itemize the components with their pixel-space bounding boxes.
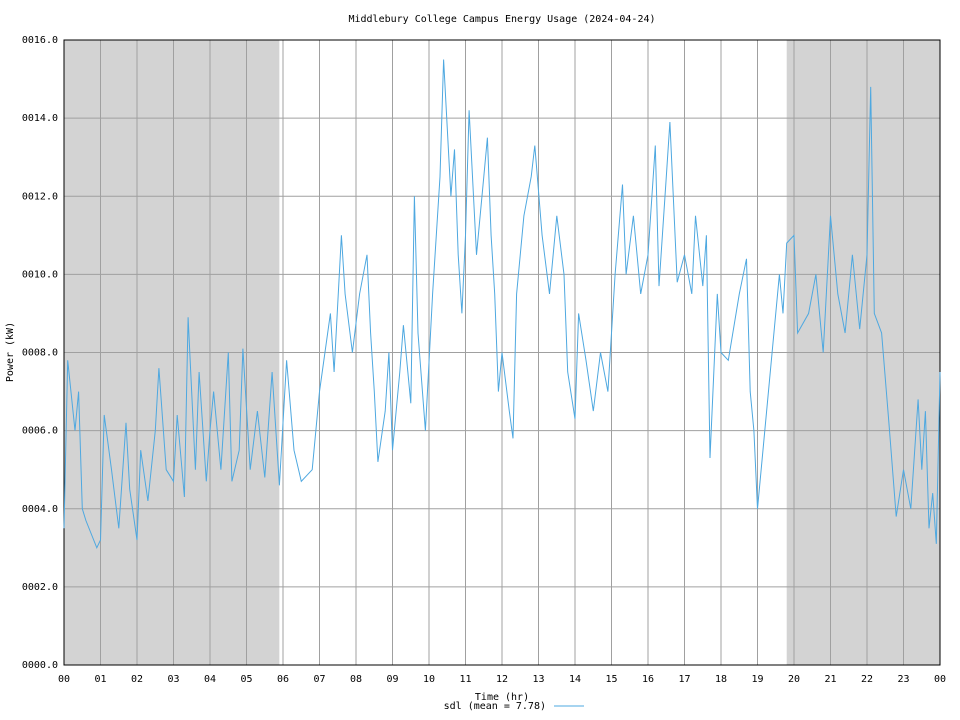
x-tick-label: 07 [313,674,325,685]
x-tick-label: 08 [350,674,362,685]
x-tick-label: 14 [569,674,581,685]
x-tick-label: 21 [824,674,836,685]
x-axis-label: Time (hr) [475,692,529,703]
x-tick-label: 00 [58,674,70,685]
x-tick-label: 17 [678,674,690,685]
x-tick-label: 22 [861,674,873,685]
y-tick-label: 0012.0 [22,191,58,202]
plot-border [63,39,941,666]
chart-title: Middlebury College Campus Energy Usage (… [348,14,655,25]
y-tick-label: 0010.0 [22,269,58,280]
x-tick-label: 10 [423,674,435,685]
x-tick-label: 09 [386,674,398,685]
x-tick-label: 05 [240,674,252,685]
y-tick-label: 0008.0 [22,348,58,359]
y-tick-label: 0006.0 [22,426,58,437]
x-tick-label: 11 [459,674,471,685]
x-tick-label: 16 [642,674,654,685]
y-tick-label: 0014.0 [22,113,58,124]
x-tick-label: 15 [605,674,617,685]
y-tick-label: 0004.0 [22,504,58,515]
x-tick-label: 18 [715,674,727,685]
x-tick-label: 12 [496,674,508,685]
x-tick-label: 01 [94,674,106,685]
x-tick-label: 20 [788,674,800,685]
y-axis-label: Power (kW) [5,322,16,382]
x-tick-label: 03 [167,674,179,685]
series-line [63,59,941,550]
y-tick-label: 0000.0 [22,660,58,671]
x-tick-label: 19 [751,674,763,685]
x-tick-label: 02 [131,674,143,685]
x-tick-label: 06 [277,674,289,685]
x-tick-label: 00 [934,674,946,685]
y-tick-label: 0002.0 [22,582,58,593]
y-tick-label: 0016.0 [22,35,58,46]
legend-label: sdl (mean = 7.78) [444,701,546,712]
x-tick-label: 13 [532,674,544,685]
x-tick-label: 04 [204,674,216,685]
x-tick-label: 23 [897,674,909,685]
